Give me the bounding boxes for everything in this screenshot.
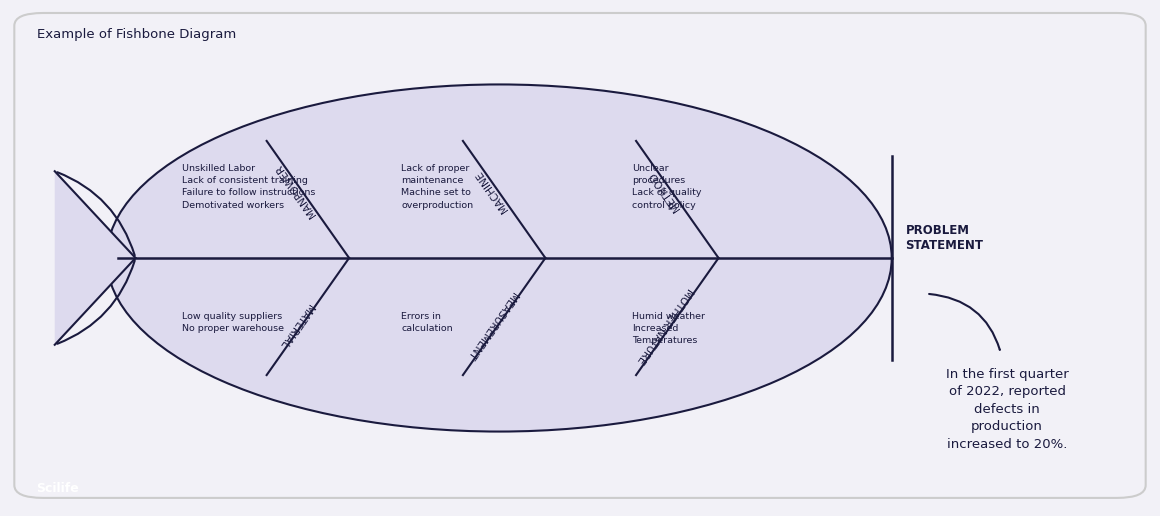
Text: MANPOWER: MANPOWER — [274, 163, 318, 219]
Text: Errors in
calculation: Errors in calculation — [401, 312, 452, 333]
Text: Low quality suppliers
No proper warehouse: Low quality suppliers No proper warehous… — [182, 312, 284, 333]
FancyArrowPatch shape — [57, 261, 135, 344]
Text: MEASUREMENT: MEASUREMENT — [465, 290, 519, 361]
Text: MACHINE: MACHINE — [473, 168, 509, 213]
Text: METHOD: METHOD — [647, 169, 682, 212]
Polygon shape — [55, 171, 136, 345]
Text: MATERIAL: MATERIAL — [277, 302, 314, 349]
Ellipse shape — [107, 85, 892, 431]
FancyArrowPatch shape — [929, 294, 1000, 350]
Text: Unskilled Labor
Lack of consistent training
Failure to follow instructions
Demot: Unskilled Labor Lack of consistent train… — [182, 164, 316, 209]
FancyArrowPatch shape — [57, 172, 135, 255]
Text: Example of Fishbone Diagram: Example of Fishbone Diagram — [37, 28, 237, 41]
Text: In the first quarter
of 2022, reported
defects in
production
increased to 20%.: In the first quarter of 2022, reported d… — [945, 368, 1068, 451]
Text: Unclear
procedures
Lack of quality
control policy: Unclear procedures Lack of quality contr… — [632, 164, 702, 209]
Text: Scilife: Scilife — [36, 482, 79, 495]
Text: MOTHER NATURE: MOTHER NATURE — [636, 286, 695, 365]
Text: PROBLEM
STATEMENT: PROBLEM STATEMENT — [906, 223, 984, 252]
Text: Lack of proper
maintenance
Machine set to
overproduction: Lack of proper maintenance Machine set t… — [401, 164, 473, 209]
Text: Humid weather
Increased
Temperatures: Humid weather Increased Temperatures — [632, 312, 705, 345]
